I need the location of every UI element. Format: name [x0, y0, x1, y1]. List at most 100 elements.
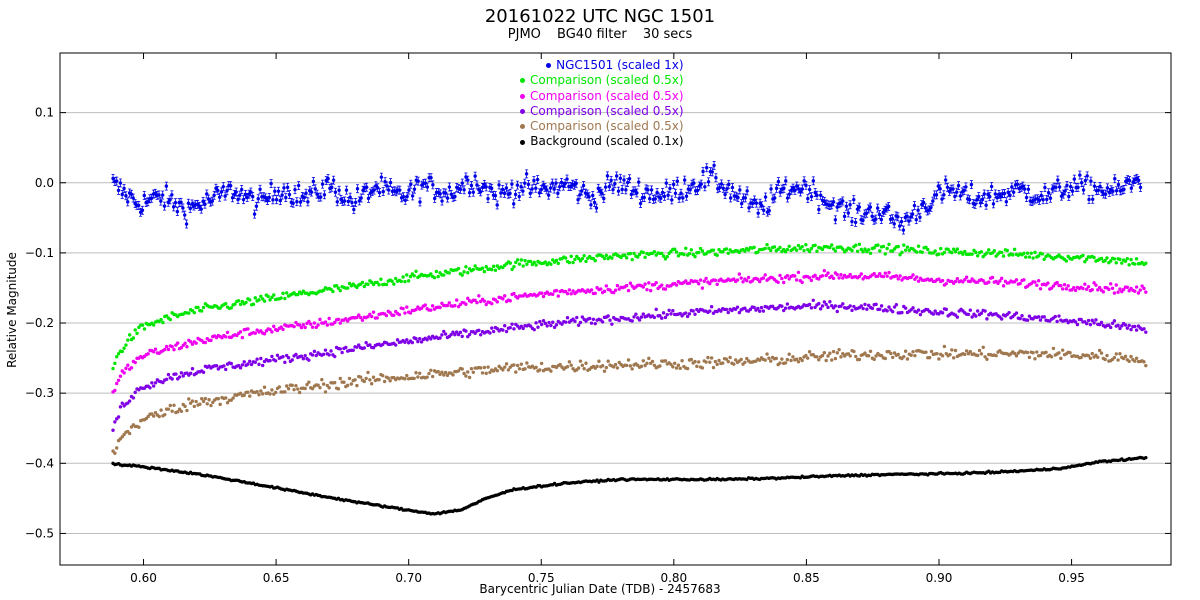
- data-point: [388, 311, 392, 315]
- data-point: [436, 274, 440, 279]
- data-point: [1072, 177, 1077, 181]
- data-point: [984, 203, 988, 207]
- data-point: [693, 254, 697, 259]
- data-point: [1079, 180, 1084, 185]
- data-point: [171, 205, 176, 209]
- data-point: [318, 317, 322, 322]
- data-point: [1099, 351, 1104, 355]
- data-point: [111, 428, 115, 432]
- data-point: [606, 359, 610, 363]
- data-point: [684, 279, 688, 283]
- data-point: [580, 256, 585, 261]
- data-point: [307, 319, 311, 324]
- data-point: [280, 193, 284, 197]
- data-point: [589, 288, 594, 292]
- data-point: [495, 203, 499, 207]
- data-point: [491, 264, 496, 269]
- data-point: [1127, 178, 1132, 183]
- data-point: [1041, 198, 1045, 202]
- data-point: [447, 185, 452, 189]
- data-point: [515, 258, 520, 262]
- data-point: [898, 253, 902, 257]
- data-point: [445, 196, 450, 200]
- data-point: [703, 185, 707, 189]
- data-point: [323, 320, 328, 324]
- data-point: [536, 325, 540, 329]
- data-point: [1105, 256, 1109, 260]
- data-point: [203, 396, 208, 401]
- data-point: [576, 256, 581, 261]
- data-point: [626, 288, 631, 293]
- data-point: [454, 298, 459, 302]
- data-point: [1057, 351, 1061, 355]
- data-point: [940, 354, 945, 358]
- data-point: [963, 352, 967, 357]
- data-point: [170, 344, 174, 349]
- data-point: [987, 248, 991, 252]
- data-point: [281, 355, 285, 359]
- data-point: [866, 248, 871, 252]
- data-point: [1029, 251, 1033, 255]
- data-point: [116, 378, 121, 383]
- data-point: [815, 193, 819, 197]
- data-point: [168, 317, 173, 322]
- data-point: [506, 368, 511, 372]
- data-point: [538, 368, 542, 372]
- data-point: [861, 277, 865, 281]
- data-point: [467, 375, 472, 380]
- data-point: [750, 201, 755, 206]
- data-point: [224, 335, 228, 339]
- data-point: [664, 181, 668, 185]
- data-point: [841, 276, 845, 280]
- data-point: [377, 283, 381, 287]
- data-point: [445, 373, 450, 378]
- data-point: [1118, 257, 1122, 262]
- data-point: [1118, 352, 1122, 356]
- data-point: [482, 269, 487, 274]
- data-point: [140, 208, 145, 213]
- data-point: [817, 301, 821, 306]
- data-point: [216, 397, 221, 401]
- data-point: [592, 200, 597, 205]
- data-point: [870, 214, 874, 219]
- data-point: [172, 403, 176, 407]
- data-point: [794, 357, 799, 361]
- data-point: [418, 337, 422, 341]
- data-point: [710, 170, 714, 174]
- data-point: [613, 288, 618, 292]
- data-point: [600, 320, 605, 324]
- data-point: [338, 288, 342, 293]
- data-point: [323, 348, 328, 352]
- data-point: [671, 365, 675, 369]
- data-point: [251, 194, 255, 199]
- data-point: [478, 190, 483, 194]
- data-point: [733, 358, 738, 362]
- data-point: [541, 319, 546, 323]
- data-point: [945, 185, 950, 189]
- data-point: [830, 243, 834, 247]
- data-point: [290, 383, 294, 388]
- data-point: [1014, 311, 1019, 315]
- data-point: [1129, 354, 1133, 359]
- data-point: [405, 373, 409, 378]
- data-point: [704, 276, 708, 281]
- data-point: [735, 278, 740, 282]
- data-point: [381, 189, 385, 194]
- data-point: [270, 354, 274, 359]
- data-point: [974, 314, 978, 318]
- data-point: [412, 376, 416, 381]
- data-point: [828, 245, 832, 250]
- data-point: [650, 359, 655, 364]
- data-point: [181, 374, 185, 378]
- data-point: [616, 189, 621, 193]
- data-point: [970, 315, 974, 319]
- data-point: [120, 192, 124, 197]
- data-point: [1035, 283, 1039, 287]
- data-point: [872, 357, 876, 362]
- data-point: [1060, 348, 1065, 352]
- data-point: [739, 357, 743, 362]
- data-point: [1083, 260, 1087, 264]
- data-point: [310, 353, 315, 357]
- data-point: [486, 365, 490, 369]
- data-point: [1113, 177, 1117, 181]
